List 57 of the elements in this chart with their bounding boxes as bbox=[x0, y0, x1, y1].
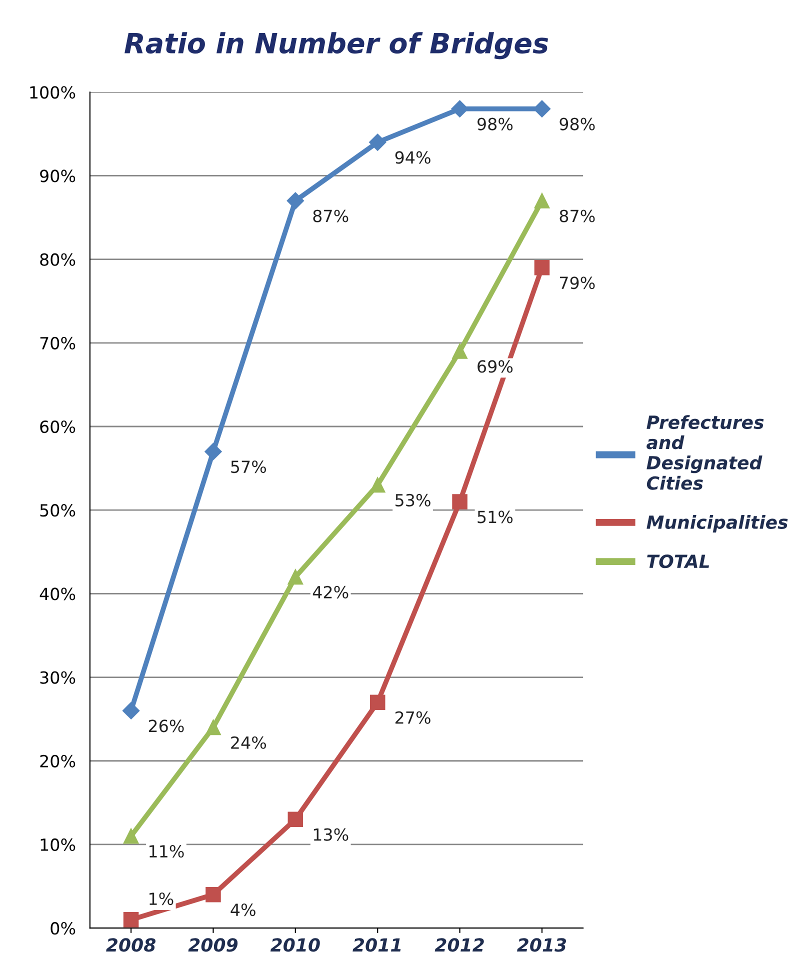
legend-label: TOTAL bbox=[647, 554, 710, 568]
x-tick-label: 2012 bbox=[434, 938, 484, 952]
x-tick-label: 2011 bbox=[352, 938, 401, 952]
legend-label: Prefectures and Designated Cities bbox=[646, 415, 764, 490]
point bbox=[370, 477, 386, 493]
data-label: 4% bbox=[230, 904, 256, 916]
data-label: 98% bbox=[560, 118, 595, 130]
y-tick-label: 10% bbox=[40, 838, 76, 852]
data-label: 69% bbox=[478, 360, 513, 373]
y-tick-label: 30% bbox=[40, 671, 76, 684]
y-tick-label: 20% bbox=[40, 754, 76, 768]
data-label: 24% bbox=[231, 736, 266, 749]
y-tick-label: 90% bbox=[40, 170, 76, 182]
data-label: 42% bbox=[312, 586, 348, 598]
data-label: 11% bbox=[150, 845, 184, 858]
data-label: 94% bbox=[395, 151, 430, 164]
point bbox=[286, 192, 304, 210]
y-tick-label: 80% bbox=[40, 253, 76, 266]
y-tick-label: 100% bbox=[30, 86, 76, 99]
y-tick-label: 70% bbox=[40, 336, 76, 350]
point bbox=[206, 720, 221, 736]
data-label: 79% bbox=[560, 276, 595, 290]
data-label: 87% bbox=[560, 210, 595, 222]
point bbox=[369, 134, 386, 151]
x-tick-label: 2013 bbox=[516, 938, 566, 952]
point bbox=[534, 260, 550, 276]
point bbox=[122, 702, 140, 720]
data-label: 53% bbox=[396, 494, 430, 507]
data-label: 87% bbox=[313, 210, 348, 222]
y-tick-label: 60% bbox=[40, 420, 76, 434]
x-tick-label: 2009 bbox=[188, 938, 238, 952]
point bbox=[288, 569, 304, 585]
point bbox=[370, 694, 386, 710]
point bbox=[204, 443, 222, 460]
x-tick-label: 2008 bbox=[106, 938, 156, 952]
y-tick-label: 0% bbox=[50, 922, 76, 935]
x-tick-label: 2010 bbox=[270, 938, 320, 952]
point bbox=[534, 193, 550, 208]
point bbox=[123, 912, 139, 928]
y-tick-label: 40% bbox=[40, 588, 76, 600]
chart-title: Ratio in Number of Bridges bbox=[124, 32, 548, 60]
data-label: 98% bbox=[478, 118, 513, 130]
point bbox=[451, 100, 468, 118]
data-label: 27% bbox=[395, 711, 430, 724]
point bbox=[206, 886, 221, 902]
data-label: 1% bbox=[150, 892, 174, 906]
point bbox=[452, 494, 468, 510]
point bbox=[123, 828, 139, 844]
data-label: 51% bbox=[478, 510, 513, 524]
data-label: 26% bbox=[148, 720, 184, 732]
y-tick-label: 50% bbox=[40, 504, 76, 517]
point bbox=[452, 344, 468, 359]
point bbox=[533, 100, 551, 118]
data-label: 57% bbox=[231, 460, 266, 474]
point bbox=[288, 812, 304, 828]
legend-label: Municipalities bbox=[646, 515, 788, 533]
data-label: 13% bbox=[314, 828, 348, 841]
